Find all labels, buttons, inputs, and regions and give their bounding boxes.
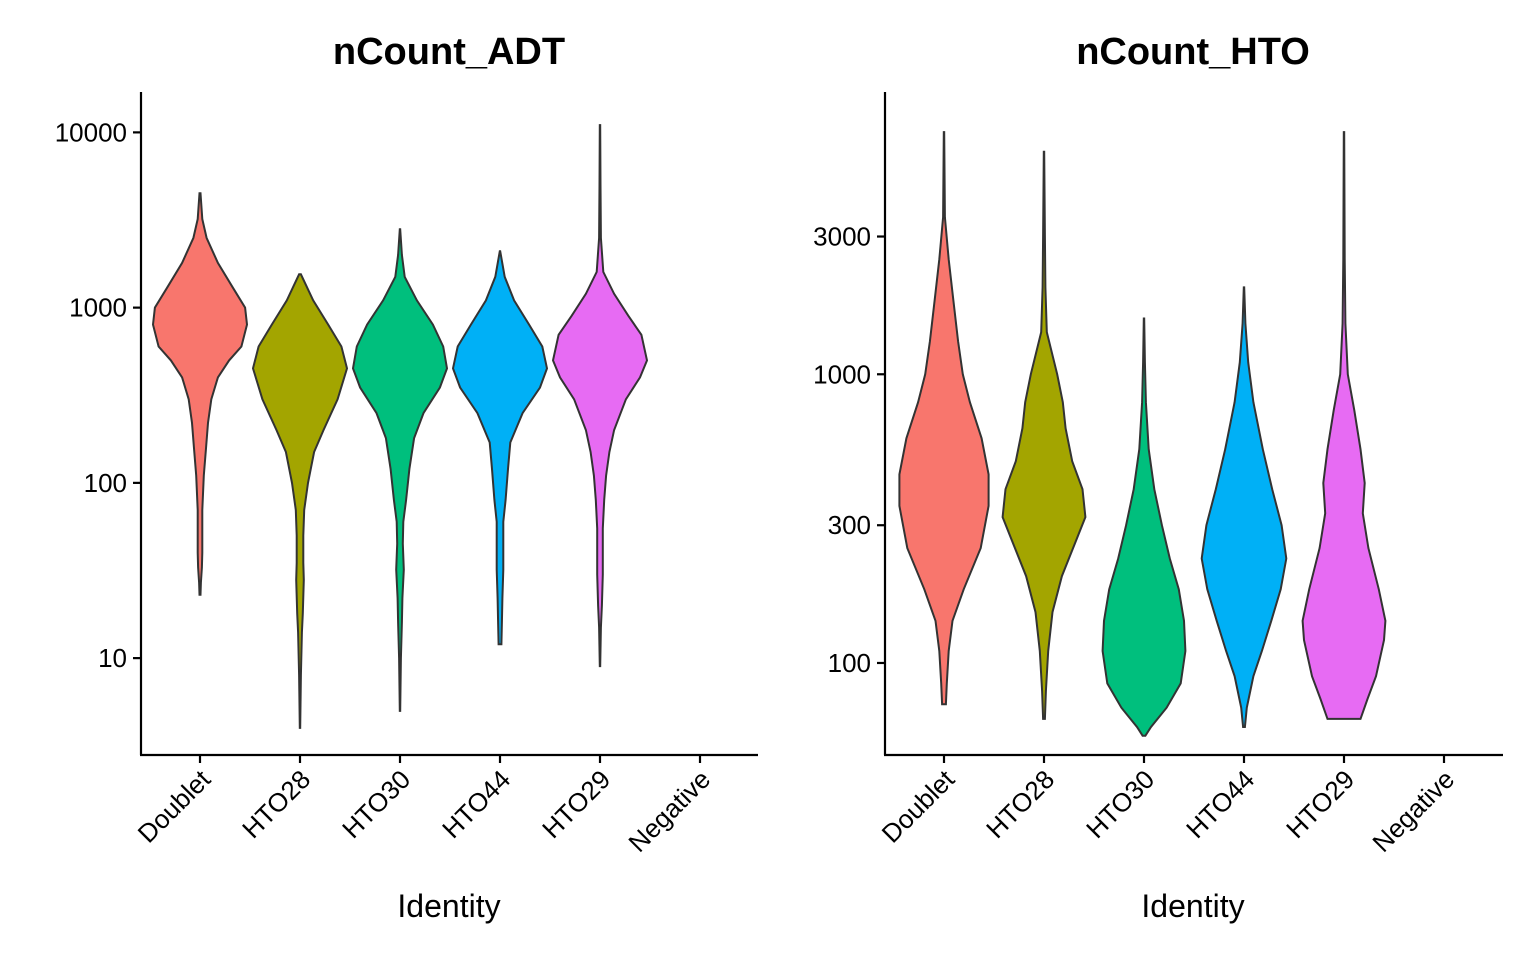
chart-title: nCount_ADT: [333, 31, 565, 73]
x-axis-ticks: Doublet HTO28 HTO30 HTO44 HTO29 Negative: [876, 755, 1460, 858]
chart-title: nCount_HTO: [1076, 31, 1310, 73]
x-tick-label: Negative: [622, 764, 716, 858]
violin-hto28: [251, 273, 349, 729]
y-tick-label: 10: [98, 643, 127, 673]
x-tick-label: Doublet: [132, 763, 217, 848]
violin-doublet: [898, 131, 990, 706]
violin-hto44: [451, 250, 549, 646]
x-tick-label: Negative: [1366, 764, 1460, 858]
x-tick-label: HTO44: [1180, 764, 1260, 844]
violin-hto30: [351, 228, 449, 712]
y-tick-label: 300: [828, 510, 871, 540]
x-axis-label: Identity: [1141, 888, 1244, 924]
violin-group: [898, 131, 1387, 737]
y-tick-label: 1000: [69, 293, 127, 323]
y-tick-label: 10000: [55, 117, 127, 147]
x-tick-label: HTO28: [980, 764, 1060, 844]
y-tick-label: 100: [84, 468, 127, 498]
violin-hto28: [1001, 150, 1087, 720]
x-tick-label: HTO28: [236, 764, 316, 844]
y-tick-label: 3000: [813, 222, 871, 252]
violin-hto30: [1101, 317, 1187, 737]
x-tick-label: HTO30: [336, 764, 416, 844]
y-tick-label: 100: [828, 648, 871, 678]
x-tick-label: HTO30: [1080, 764, 1160, 844]
violin-hto29: [1301, 131, 1387, 720]
x-tick-label: HTO29: [536, 764, 616, 844]
violin-group: [151, 124, 649, 729]
x-axis-ticks: Doublet HTO28 HTO30 HTO44 HTO29 Negative: [132, 755, 716, 858]
x-tick-label: HTO44: [436, 764, 516, 844]
violin-hto44: [1200, 286, 1288, 728]
x-axis-label: Identity: [397, 888, 500, 924]
x-tick-label: Doublet: [876, 763, 961, 848]
x-tick-label: HTO29: [1280, 764, 1360, 844]
y-tick-label: 1000: [813, 359, 871, 389]
y-axis-ticks: 10 100 1000 10000: [55, 117, 141, 673]
violin-hto29: [551, 124, 649, 668]
y-axis-ticks: 100 300 1000 3000: [813, 222, 885, 678]
violin-doublet: [151, 192, 249, 596]
